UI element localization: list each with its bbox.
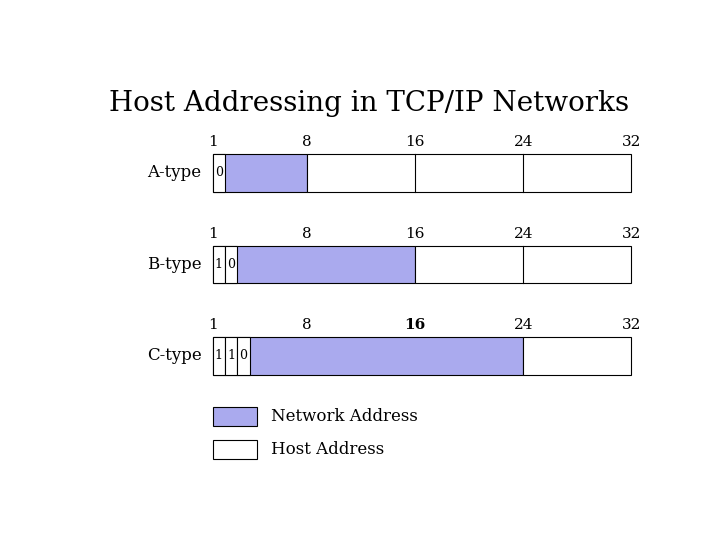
Bar <box>307 154 631 192</box>
Bar <box>213 337 523 375</box>
Text: 1: 1 <box>228 349 235 362</box>
Bar <box>238 337 250 375</box>
Text: 0: 0 <box>215 166 223 179</box>
Bar <box>415 246 631 283</box>
Bar <box>213 440 258 459</box>
Text: 0: 0 <box>228 258 235 271</box>
Bar <box>213 337 225 375</box>
Text: 1: 1 <box>215 349 223 362</box>
Text: C-type: C-type <box>147 347 202 365</box>
Text: Network Address: Network Address <box>271 408 418 424</box>
Bar <box>523 337 631 375</box>
Bar <box>225 337 238 375</box>
Text: 32: 32 <box>621 227 641 241</box>
Text: 24: 24 <box>513 318 533 332</box>
Text: 32: 32 <box>621 318 641 332</box>
Bar <box>213 246 225 283</box>
Text: 1: 1 <box>208 135 217 149</box>
Text: 16: 16 <box>405 135 425 149</box>
Text: 24: 24 <box>513 135 533 149</box>
Text: 1: 1 <box>208 318 217 332</box>
Bar <box>213 407 258 426</box>
Text: 8: 8 <box>302 318 312 332</box>
Bar <box>213 246 415 283</box>
Bar <box>213 154 307 192</box>
Text: 16: 16 <box>405 227 425 241</box>
Text: B-type: B-type <box>147 256 202 273</box>
Text: 8: 8 <box>302 135 312 149</box>
Text: 1: 1 <box>215 258 223 271</box>
Bar <box>213 154 225 192</box>
Text: Host Address: Host Address <box>271 441 384 458</box>
Text: A-type: A-type <box>148 164 202 181</box>
Text: 16: 16 <box>405 318 426 332</box>
Text: Host Addressing in TCP/IP Networks: Host Addressing in TCP/IP Networks <box>109 90 629 117</box>
Text: 8: 8 <box>302 227 312 241</box>
Bar <box>225 246 238 283</box>
Text: 0: 0 <box>240 349 248 362</box>
Text: 24: 24 <box>513 227 533 241</box>
Text: 32: 32 <box>621 135 641 149</box>
Text: 1: 1 <box>208 227 217 241</box>
